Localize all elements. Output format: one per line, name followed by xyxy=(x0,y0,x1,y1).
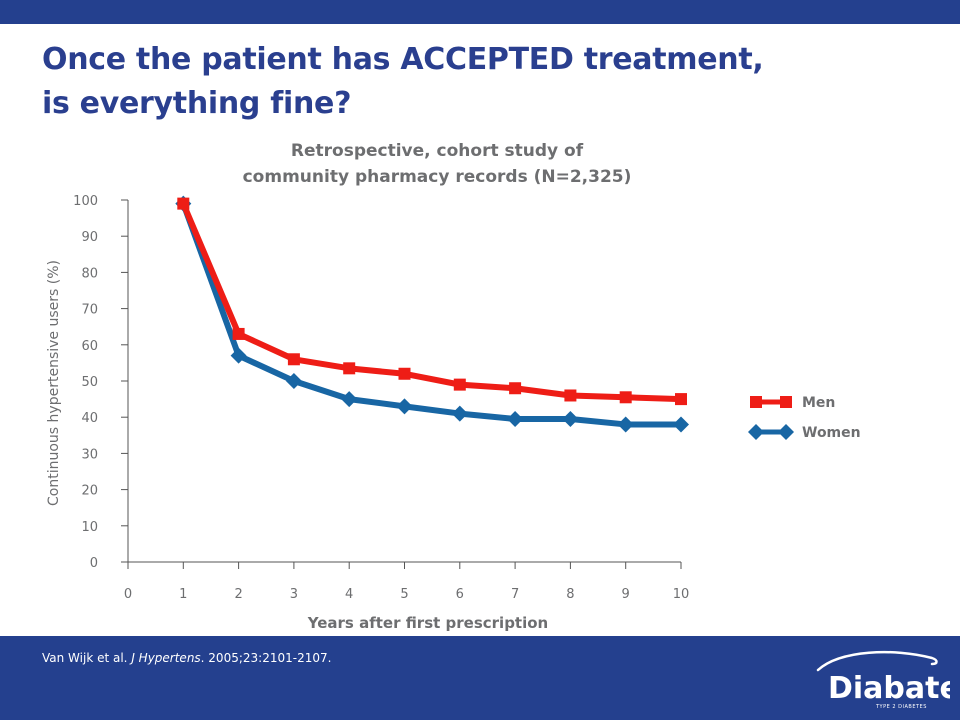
data-point-women xyxy=(507,411,524,428)
x-tick-labels: 0 1 2 3 4 5 6 7 8 9 10 xyxy=(124,587,689,602)
data-point-women xyxy=(451,405,468,422)
x-tick-label: 4 xyxy=(345,587,353,602)
legend-marker xyxy=(778,424,794,440)
x-tick-label: 6 xyxy=(456,587,464,602)
y-tick-label: 0 xyxy=(90,556,98,571)
y-tick-labels: 0 10 20 30 40 50 60 70 80 90 100 xyxy=(73,194,98,571)
x-tick-label: 5 xyxy=(400,587,408,602)
y-axis-label: Continuous hypertensive users (%) xyxy=(46,260,62,506)
x-tick-label: 10 xyxy=(673,587,690,602)
diabate-logo: Diabate TYPE 2 DIABETES xyxy=(816,650,950,710)
logo-wordmark: Diabate xyxy=(828,671,950,706)
x-tick-label: 7 xyxy=(511,587,519,602)
citation: Van Wijk et al. J Hypertens. 2005;23:210… xyxy=(42,651,331,665)
x-axis-label: Years after first prescription xyxy=(307,614,548,632)
y-tick-label: 80 xyxy=(81,266,98,281)
legend-marker xyxy=(780,396,792,408)
legend-item-women: Women xyxy=(748,424,861,441)
data-point-men xyxy=(619,391,632,404)
series-line-women xyxy=(180,202,681,428)
y-tick-label: 50 xyxy=(81,375,98,390)
data-point-men xyxy=(177,197,190,210)
page-title: Once the patient has ACCEPTED treatment,… xyxy=(42,38,764,126)
citation-authors: Van Wijk et al. xyxy=(42,651,132,665)
legend-marker xyxy=(748,424,764,440)
y-tick-label: 100 xyxy=(73,194,98,209)
series-women xyxy=(175,195,689,433)
x-tick-label: 9 xyxy=(622,587,630,602)
y-tick-label: 20 xyxy=(81,484,98,499)
series-line-men xyxy=(180,202,682,403)
chart-axes xyxy=(121,199,682,569)
chart-legend: Men Women xyxy=(748,395,861,441)
chart-title: Retrospective, cohort study of community… xyxy=(243,141,632,187)
y-tick-label: 30 xyxy=(81,447,98,462)
x-tick-label: 2 xyxy=(234,587,242,602)
y-tick-label: 60 xyxy=(81,339,98,354)
data-point-women xyxy=(285,373,302,389)
y-tick-label: 70 xyxy=(81,303,98,318)
x-tick-label: 0 xyxy=(124,587,132,602)
legend-item-men: Men xyxy=(750,395,835,411)
logo-tagline: TYPE 2 DIABETES xyxy=(875,704,927,710)
chart-series xyxy=(175,195,689,433)
data-point-men xyxy=(398,367,411,380)
x-tick-label: 1 xyxy=(179,587,187,602)
legend-label: Men xyxy=(802,395,835,411)
chart-title-line-2: community pharmacy records (N=2,325) xyxy=(243,167,632,187)
data-point-women xyxy=(562,411,579,428)
data-point-men xyxy=(675,393,687,406)
footer-bar: Van Wijk et al. J Hypertens. 2005;23:210… xyxy=(0,636,960,720)
retention-chart: Retrospective, cohort study of community… xyxy=(46,141,861,632)
data-point-women xyxy=(673,416,689,433)
citation-details: . 2005;23:2101-2107. xyxy=(200,651,332,665)
y-tick-label: 90 xyxy=(81,230,98,245)
legend-marker xyxy=(750,396,762,408)
data-point-women xyxy=(396,398,413,415)
data-point-men xyxy=(509,382,522,395)
chart-title-line-1: Retrospective, cohort study of xyxy=(291,141,584,161)
data-point-women xyxy=(341,391,358,408)
data-point-men xyxy=(232,327,245,340)
citation-journal: J Hypertens xyxy=(131,651,201,665)
title-line-2: is everything fine? xyxy=(42,86,352,121)
x-tick-label: 8 xyxy=(566,587,574,602)
data-point-men xyxy=(343,362,356,375)
x-tick-label: 3 xyxy=(290,587,298,602)
data-point-men xyxy=(287,353,300,366)
series-men xyxy=(177,197,687,406)
y-tick-label: 10 xyxy=(81,520,98,535)
y-tick-label: 40 xyxy=(81,411,98,426)
data-point-women xyxy=(230,347,247,364)
legend-label: Women xyxy=(802,425,861,441)
title-line-1: Once the patient has ACCEPTED treatment, xyxy=(42,42,764,77)
data-point-women xyxy=(617,416,634,433)
data-point-men xyxy=(564,389,577,402)
data-point-men xyxy=(453,378,466,391)
top-banner xyxy=(0,0,960,24)
